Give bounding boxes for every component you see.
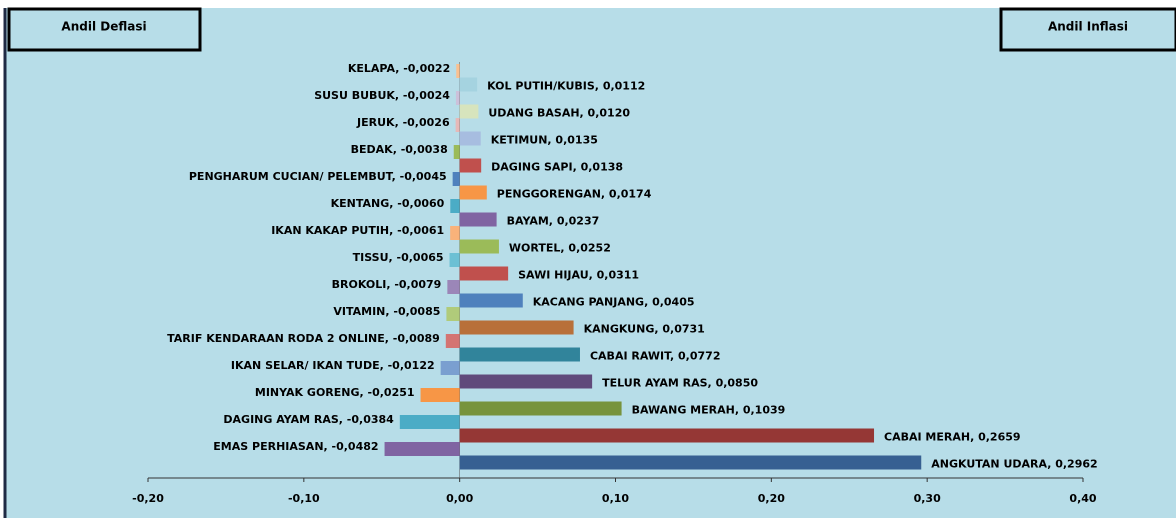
bar — [459, 293, 523, 308]
annotation-box — [7, 7, 202, 52]
bar — [384, 442, 460, 456]
data-label: BAWANG MERAH, 0,1039 — [632, 404, 786, 417]
data-label: DAGING AYAM RAS, -0,0384 — [223, 413, 394, 426]
bar — [459, 320, 574, 335]
bar — [452, 172, 460, 186]
bar — [456, 64, 460, 78]
bar — [459, 347, 580, 362]
bar — [399, 415, 460, 429]
data-label: KETIMUN, 0,0135 — [491, 134, 598, 147]
data-label: KACANG PANJANG, 0,0405 — [533, 296, 695, 309]
bar — [459, 455, 922, 470]
data-label: MINYAK GORENG, -0,0251 — [255, 386, 415, 399]
bar — [459, 158, 482, 173]
x-tick-label: 0,00 — [446, 492, 473, 505]
bar — [450, 199, 460, 213]
bar — [459, 266, 509, 281]
x-tick-label: 0,20 — [758, 492, 785, 505]
x-tick-label: -0,10 — [288, 492, 320, 505]
data-label: IKAN SELAR/ IKAN TUDE, -0,0122 — [231, 359, 435, 372]
data-label: KANGKUNG, 0,0731 — [584, 323, 705, 336]
bar — [459, 131, 481, 146]
bar — [459, 374, 593, 389]
data-label: UDANG BASAH, 0,0120 — [488, 107, 630, 120]
data-label: BAYAM, 0,0237 — [507, 215, 600, 228]
bar — [449, 253, 460, 267]
x-tick-label: 0,10 — [602, 492, 629, 505]
data-label: BEDAK, -0,0038 — [351, 143, 448, 156]
bar — [459, 428, 875, 443]
bar — [459, 77, 478, 92]
data-label: TARIF KENDARAAN RODA 2 ONLINE, -0,0089 — [167, 332, 440, 345]
data-label: WORTEL, 0,0252 — [509, 242, 611, 255]
data-label: CABAI RAWIT, 0,0772 — [590, 350, 721, 363]
data-label: KENTANG, -0,0060 — [331, 197, 445, 210]
x-tick-label: 0,40 — [1069, 492, 1096, 505]
data-label: SAWI HIJAU, 0,0311 — [518, 269, 639, 282]
bar — [450, 226, 460, 240]
x-tick-label: -0,20 — [132, 492, 164, 505]
data-label: KOL PUTIH/KUBIS, 0,0112 — [487, 80, 645, 93]
data-label: SUSU BUBUK, -0,0024 — [314, 89, 450, 102]
data-label: DAGING SAPI, 0,0138 — [491, 161, 623, 174]
bar — [453, 145, 460, 159]
data-label: ANGKUTAN UDARA, 0,2962 — [931, 458, 1097, 471]
annotation: Andil Inflasi — [1048, 20, 1128, 34]
annotation: Andil Deflasi — [61, 20, 146, 34]
bar — [440, 361, 460, 375]
bar — [459, 401, 622, 416]
bar — [445, 334, 460, 348]
data-label: BROKOLI, -0,0079 — [332, 278, 442, 291]
bar — [459, 212, 497, 227]
data-label: KELAPA, -0,0022 — [348, 62, 450, 75]
data-label: IKAN KAKAP PUTIH, -0,0061 — [271, 224, 444, 237]
bar — [446, 307, 460, 321]
bar — [459, 104, 479, 119]
bar — [455, 91, 460, 105]
bar — [459, 185, 487, 200]
bar — [455, 118, 460, 132]
bar — [447, 280, 460, 294]
data-label: PENGHARUM CUCIAN/ PELEMBUT, -0,0045 — [189, 170, 447, 183]
data-label: TELUR AYAM RAS, 0,0850 — [602, 377, 758, 390]
data-label: VITAMIN, -0,0085 — [333, 305, 440, 318]
bar — [420, 388, 460, 402]
bar — [459, 239, 499, 254]
x-tick-label: 0,30 — [914, 492, 941, 505]
data-label: CABAI MERAH, 0,2659 — [884, 431, 1021, 444]
data-label: EMAS PERHIASAN, -0,0482 — [213, 440, 378, 453]
data-label: TISSU, -0,0065 — [353, 251, 444, 264]
annotation-box — [999, 7, 1176, 52]
data-label: JERUK, -0,0026 — [356, 116, 450, 129]
data-label: PENGGORENGAN, 0,0174 — [497, 188, 652, 201]
